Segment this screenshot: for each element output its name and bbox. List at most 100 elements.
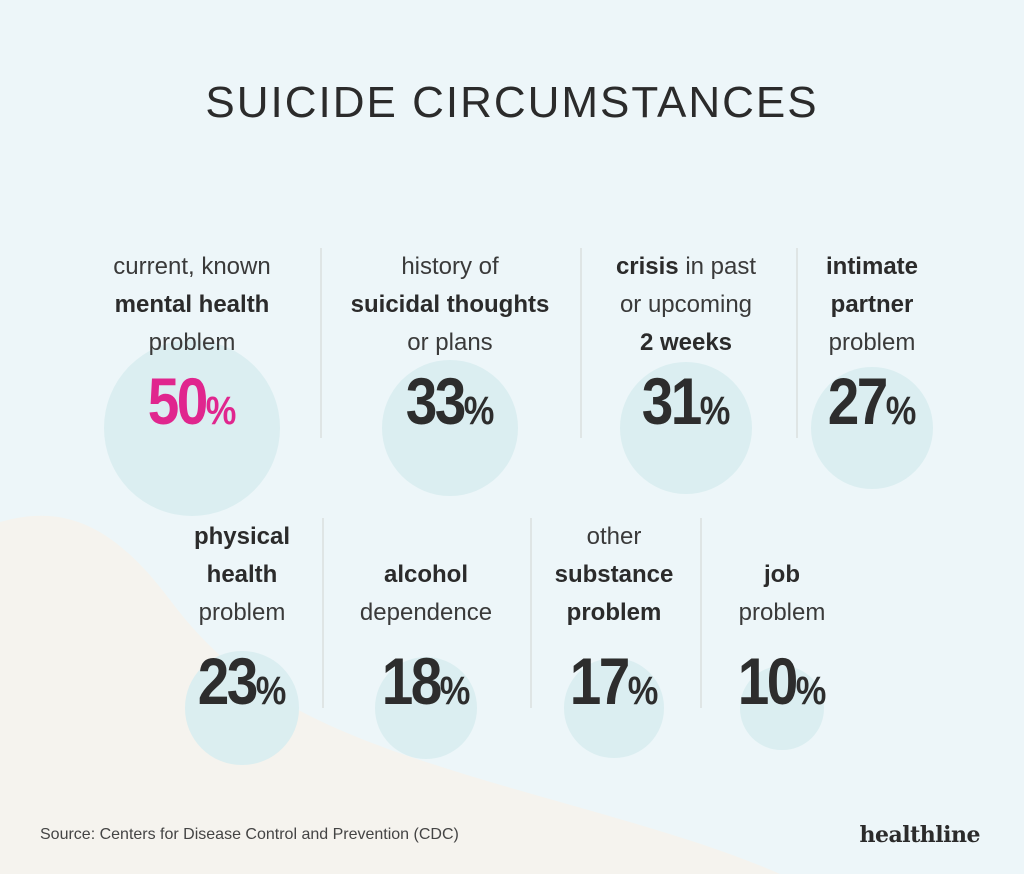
label-text: current, known (113, 253, 271, 280)
value-label: 18% (323, 648, 529, 724)
label-emphasis: health (206, 561, 278, 588)
label-emphasis: substance (554, 561, 674, 588)
stat-item: intimate partner problem 27% (752, 248, 992, 548)
label-emphasis: partner (830, 291, 914, 318)
category-label-line: health (122, 556, 362, 594)
category-label: job problem (662, 556, 902, 632)
stat-item: physical health problem 23% (122, 518, 362, 818)
stat-item: alcohol dependence 18% (306, 518, 546, 818)
value-number: 33 (405, 364, 467, 438)
value-number: 27 (827, 364, 889, 438)
category-label-line: suicidal thoughts (330, 286, 570, 324)
category-label-line: problem (494, 594, 734, 632)
stat-item: other substance problem 17% (494, 518, 734, 818)
stat-item: crisis in past or upcoming 2 weeks 31% (566, 248, 806, 548)
value-label: 33% (347, 368, 553, 444)
label-emphasis: intimate (825, 253, 918, 280)
label-text: problem (738, 599, 826, 626)
percent-sign: % (463, 389, 495, 433)
value-number: 50 (147, 364, 209, 438)
percent-sign: % (205, 389, 237, 433)
label-emphasis: mental health (114, 291, 270, 318)
category-label-line: crisis in past (566, 248, 806, 286)
label-text: or upcoming (619, 291, 753, 318)
label-text: problem (148, 329, 236, 356)
value-bubble (381, 359, 519, 497)
category-label-line: other (494, 518, 734, 556)
category-label-line: current, known (72, 248, 312, 286)
category-label-line: substance (494, 556, 734, 594)
value-bubble (185, 651, 299, 765)
category-label-line: dependence (306, 594, 546, 632)
category-label-line: job (662, 556, 902, 594)
label-text: problem (828, 329, 916, 356)
label-text: in past (678, 253, 757, 280)
value-number: 10 (737, 644, 799, 718)
column-divider (320, 248, 322, 438)
label-text: or plans (407, 329, 493, 356)
category-label: other substance problem (494, 518, 734, 632)
chart-title: SUICIDE CIRCUMSTANCES (205, 78, 819, 127)
value-number: 23 (197, 644, 259, 718)
category-label: current, known mental health problem (72, 248, 312, 362)
value-label: 31% (583, 368, 789, 444)
category-label-line: intimate (752, 248, 992, 286)
category-label-line: 2 weeks (566, 324, 806, 362)
percent-sign: % (255, 669, 287, 713)
column-divider (796, 248, 798, 438)
category-label: intimate partner problem (752, 248, 992, 362)
percent-sign: % (439, 669, 471, 713)
brand-logo: healthline (859, 822, 981, 848)
category-label-line: problem (122, 594, 362, 632)
value-number: 18 (381, 644, 443, 718)
label-text: history of (401, 253, 499, 280)
percent-sign: % (885, 389, 917, 433)
category-label-line: problem (72, 324, 312, 362)
label-text: other (586, 523, 642, 550)
category-label: history of suicidal thoughts or plans (330, 248, 570, 362)
value-label: 23% (139, 648, 345, 724)
value-label: 10% (679, 648, 885, 724)
stat-item: job problem 10% (662, 518, 902, 818)
category-label: crisis in past or upcoming 2 weeks (566, 248, 806, 362)
label-emphasis: job (764, 561, 800, 588)
category-label-line: partner (752, 286, 992, 324)
category-label-line: alcohol (306, 556, 546, 594)
category-label-line: physical (122, 518, 362, 556)
category-label-line: or plans (330, 324, 570, 362)
category-label: alcohol dependence (306, 556, 546, 632)
category-label-line: mental health (72, 286, 312, 324)
value-bubble (104, 340, 280, 516)
label-text: problem (198, 599, 286, 626)
column-divider (530, 518, 532, 708)
value-label: 17% (511, 648, 717, 724)
value-number: 31 (641, 364, 703, 438)
category-label-line: or upcoming (566, 286, 806, 324)
column-divider (580, 248, 582, 438)
label-emphasis: alcohol (383, 561, 468, 588)
label-emphasis: physical (193, 523, 291, 550)
value-bubble (740, 666, 824, 750)
stat-item: history of suicidal thoughts or plans 33% (330, 248, 570, 548)
value-bubble (564, 658, 664, 758)
percent-sign: % (699, 389, 731, 433)
percent-sign: % (795, 669, 827, 713)
label-emphasis: 2 weeks (639, 329, 733, 356)
source-note: Source: Centers for Disease Control and … (40, 826, 459, 843)
column-divider (700, 518, 702, 708)
value-bubble (810, 366, 934, 490)
percent-sign: % (627, 669, 659, 713)
value-number: 17 (569, 644, 631, 718)
value-bubble (375, 657, 477, 759)
category-label: physical health problem (122, 518, 362, 632)
category-label-line: problem (752, 324, 992, 362)
category-label-line: problem (662, 594, 902, 632)
label-emphasis: crisis (615, 253, 679, 280)
label-emphasis: suicidal thoughts (350, 291, 550, 318)
stat-item: current, known mental health problem 50% (72, 248, 312, 548)
column-divider (322, 518, 324, 708)
label-emphasis: problem (566, 599, 662, 626)
value-label: 50% (89, 368, 295, 444)
value-bubble (620, 362, 752, 494)
